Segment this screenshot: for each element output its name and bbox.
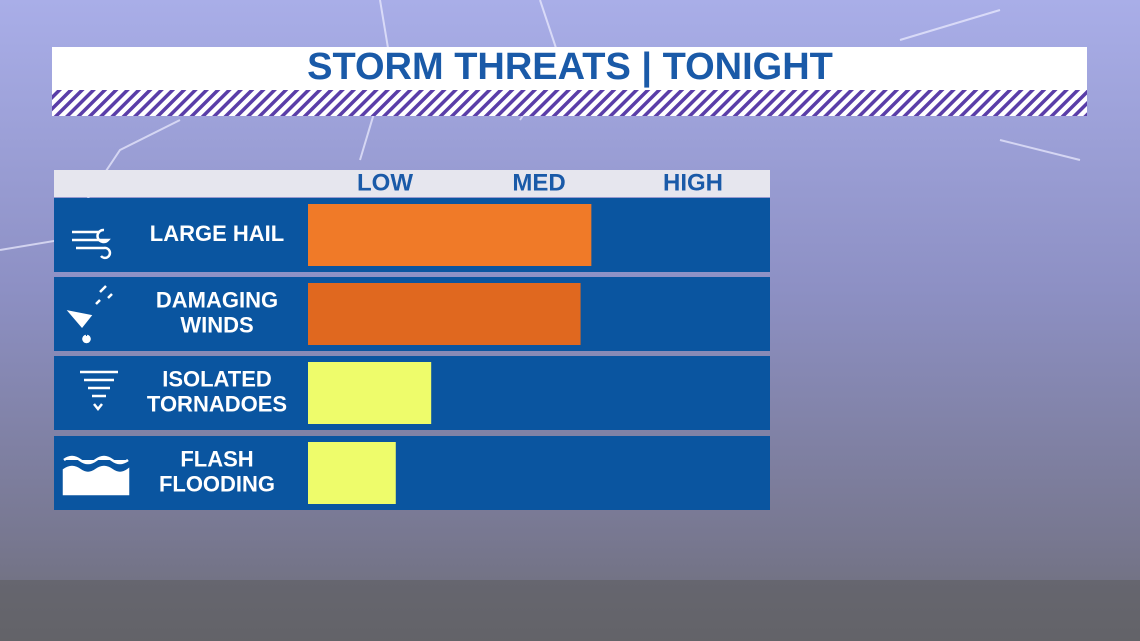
category-label: DAMAGING (156, 287, 278, 312)
ground (0, 580, 1140, 641)
axis-header (54, 170, 770, 197)
x-tick-label: MED (512, 169, 565, 196)
bar (308, 362, 432, 424)
bar (308, 283, 581, 345)
category-label: FLASH (180, 446, 253, 471)
category-label: LARGE HAIL (150, 221, 284, 246)
category-label: TORNADOES (147, 391, 287, 416)
flood-icon (62, 455, 130, 496)
row-background (54, 436, 770, 510)
bar (308, 442, 396, 504)
bar (308, 204, 592, 266)
category-label: WINDS (180, 312, 253, 337)
category-label: ISOLATED (162, 366, 272, 391)
tornado-icon (80, 370, 118, 412)
wind-icon (72, 228, 112, 260)
category-label: FLOODING (159, 471, 275, 496)
title-banner (52, 47, 1087, 90)
title-stripe (52, 90, 1087, 116)
icons (62, 228, 130, 496)
x-tick-label: HIGH (663, 169, 723, 196)
x-tick-label: LOW (357, 169, 413, 196)
hail-icon (66, 285, 113, 344)
chart-title: STORM THREATS | TONIGHT (307, 46, 833, 88)
